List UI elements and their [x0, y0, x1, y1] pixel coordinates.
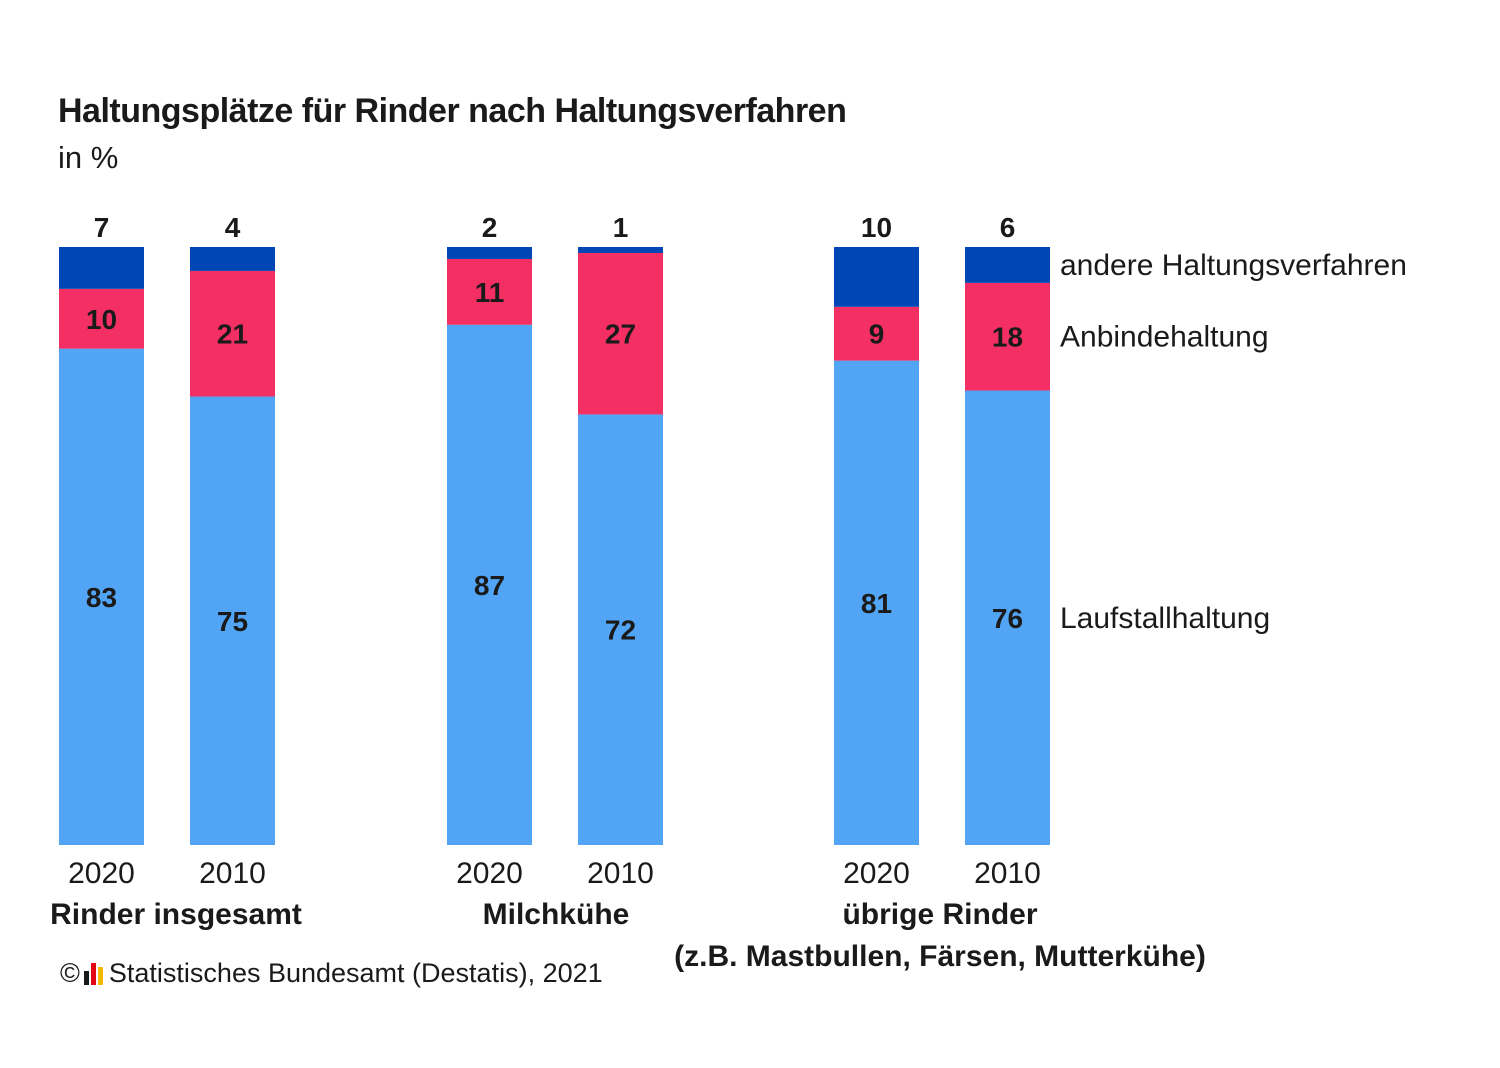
legend-laufstall: Laufstallhaltung — [1060, 602, 1270, 635]
data-label-anbinde: 11 — [475, 277, 505, 308]
data-label-laufstall: 87 — [474, 570, 505, 601]
data-label-andere: 7 — [94, 212, 110, 243]
data-label-laufstall: 72 — [605, 615, 636, 646]
data-label-laufstall: 76 — [992, 603, 1023, 634]
data-label-andere: 6 — [1000, 212, 1016, 243]
data-label-andere: 1 — [613, 212, 629, 243]
bar-segment-anbinde — [59, 288, 144, 349]
data-label-anbinde: 21 — [217, 319, 248, 350]
data-label-andere: 4 — [225, 212, 241, 243]
copyright-symbol: © — [60, 958, 80, 988]
bar-segment-anbinde — [190, 270, 275, 397]
bar-segment-andere — [447, 247, 532, 259]
bar-segment-laufstall — [578, 414, 663, 845]
group-label-secondary: (z.B. Mastbullen, Färsen, Mutterkühe) — [674, 940, 1206, 973]
data-label-anbinde: 27 — [605, 319, 636, 350]
year-tick-label: 2020 — [843, 857, 910, 890]
bar-segment-laufstall — [965, 390, 1050, 845]
data-label-anbinde: 10 — [86, 304, 117, 335]
bar-segment-laufstall — [447, 324, 532, 845]
chart-subtitle: in % — [58, 140, 119, 175]
data-label-anbinde: 18 — [992, 322, 1023, 353]
bar-segment-andere — [965, 247, 1050, 283]
data-label-andere: 10 — [861, 212, 892, 243]
group-label: Milchkühe — [483, 898, 630, 931]
bar-segment-andere — [578, 247, 663, 253]
year-tick-label: 2020 — [68, 857, 135, 890]
data-label-anbinde: 9 — [869, 319, 885, 350]
group-label: Rinder insgesamt — [50, 898, 302, 931]
year-tick-label: 2010 — [199, 857, 266, 890]
bar-segment-andere — [190, 247, 275, 271]
year-tick-label: 2020 — [456, 857, 523, 890]
bar-segment-laufstall — [190, 396, 275, 845]
source-text: Statistisches Bundesamt (Destatis), 2021 — [108, 958, 603, 988]
bar-segment-anbinde — [447, 258, 532, 325]
data-label-andere: 2 — [482, 212, 498, 243]
data-label-laufstall: 75 — [217, 606, 248, 637]
data-label-laufstall: 81 — [861, 588, 892, 619]
bar-segment-anbinde — [578, 252, 663, 415]
bar-segment-anbinde — [834, 306, 919, 361]
bar-segment-laufstall — [834, 360, 919, 845]
year-tick-label: 2010 — [587, 857, 654, 890]
bar-segment-laufstall — [59, 348, 144, 845]
source-note: © Statistisches Bundesamt (Destatis), 20… — [60, 958, 603, 989]
bar-segment-andere — [834, 247, 919, 307]
chart-title: Haltungsplätze für Rinder nach Haltungsv… — [58, 92, 847, 130]
year-tick-label: 2010 — [974, 857, 1041, 890]
group-label: übrige Rinder — [842, 898, 1037, 931]
bar-segment-andere — [59, 247, 144, 289]
legend-andere: andere Haltungsverfahren — [1060, 249, 1407, 282]
destatis-logo-icon — [83, 962, 105, 985]
bar-segment-anbinde — [965, 282, 1050, 391]
data-label-laufstall: 83 — [86, 582, 117, 613]
legend-anbinde: Anbindehaltung — [1060, 321, 1269, 354]
